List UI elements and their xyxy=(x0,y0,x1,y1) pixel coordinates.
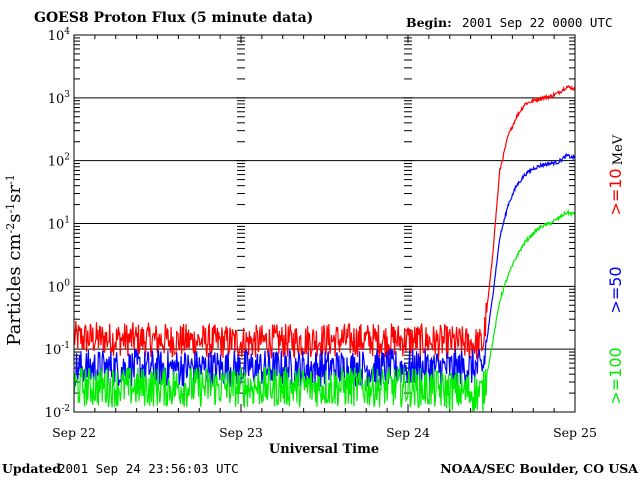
y-tick-label: 101 xyxy=(48,216,70,233)
y-tick-label: 100 xyxy=(48,278,71,295)
x-tick-label: Sep 23 xyxy=(219,425,263,440)
x-axis-title: Universal Time xyxy=(269,442,379,457)
x-tick-label: Sep 24 xyxy=(386,425,430,440)
y-tick-label: 103 xyxy=(48,90,71,107)
series-line-ge10 xyxy=(73,84,576,360)
legend-ge100: >=100 xyxy=(606,347,625,404)
begin-value: 2001 Sep 22 0000 UTC xyxy=(462,15,613,30)
y-tick-label: 102 xyxy=(48,153,70,170)
series-line-ge50 xyxy=(73,152,576,389)
x-axis-tick-labels: Sep 22 Sep 23 Sep 24 Sep 25 xyxy=(52,425,597,440)
y-tick-label: 10-1 xyxy=(45,341,70,358)
credit-text: NOAA/SEC Boulder, CO USA xyxy=(440,461,638,476)
x-tick-label: Sep 22 xyxy=(52,425,96,440)
updated-value: 2001 Sep 24 23:56:03 UTC xyxy=(58,461,239,476)
y-axis-tick-labels: 104 103 102 101 100 10-1 10-2 xyxy=(45,27,71,421)
series-lines xyxy=(73,84,576,413)
legend-ge10: >=10 xyxy=(606,168,625,215)
y-axis-title: Particles cm-2s-1sr-1 xyxy=(4,174,25,345)
legend-unit-mev: MeV xyxy=(611,134,626,165)
updated-label: Updated xyxy=(2,461,61,476)
plot-frame xyxy=(73,34,576,413)
x-tick-label: Sep 25 xyxy=(553,425,597,440)
y-tick-label: 10-2 xyxy=(45,404,70,421)
series-line-ge100 xyxy=(73,208,576,413)
begin-label: Begin: xyxy=(406,15,452,30)
legend-ge50: >=50 xyxy=(606,266,625,313)
y-tick-label: 104 xyxy=(48,27,71,44)
chart-title: GOES8 Proton Flux (5 minute data) xyxy=(34,10,313,26)
